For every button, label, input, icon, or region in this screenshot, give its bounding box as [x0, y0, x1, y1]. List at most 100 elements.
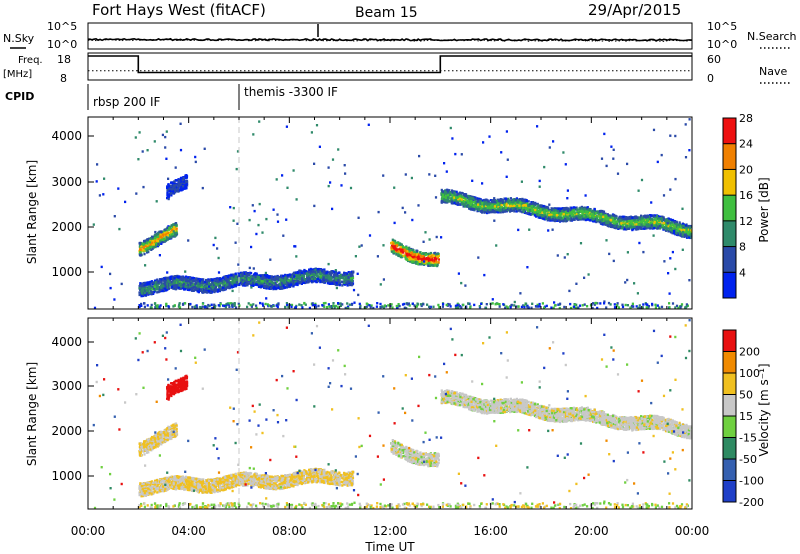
power-cell — [390, 247, 393, 251]
power-cell — [167, 228, 170, 231]
power-cell — [265, 275, 268, 278]
power-cell — [435, 261, 438, 264]
power-cell — [350, 277, 353, 280]
power-cell — [172, 287, 175, 290]
power-cell — [420, 255, 423, 258]
power-cell — [303, 281, 306, 284]
power-cell — [611, 220, 614, 224]
power-cell — [406, 254, 409, 257]
power-cell — [140, 282, 143, 285]
power-cell — [433, 259, 436, 262]
power-cell — [505, 204, 508, 208]
power-cell — [328, 275, 331, 278]
power-cell — [626, 218, 629, 221]
power-cell — [416, 260, 419, 264]
power-cell — [435, 260, 438, 263]
power-cell — [405, 247, 408, 250]
power-cell — [173, 277, 176, 280]
power-cell — [391, 250, 394, 253]
power-cell — [245, 279, 248, 282]
power-cell — [259, 285, 262, 288]
power-cell — [279, 284, 282, 288]
power-cell — [295, 282, 298, 285]
power-cell — [434, 251, 437, 255]
power-cell — [337, 277, 340, 281]
beam-label: Beam 15 — [355, 5, 418, 21]
power-cell — [318, 271, 321, 274]
power-cell — [273, 286, 276, 289]
power-cell — [151, 282, 154, 286]
power-cell — [311, 269, 314, 273]
power-cell — [183, 281, 186, 284]
power-cell — [207, 281, 210, 285]
power-cell — [289, 276, 292, 279]
power-cell — [217, 280, 220, 283]
power-cell — [295, 275, 298, 278]
power-cell — [241, 283, 244, 286]
power-cell — [224, 278, 227, 282]
power-cell — [330, 271, 333, 275]
power-cell — [149, 286, 152, 289]
power-cell — [431, 253, 434, 257]
power-cell — [684, 233, 687, 236]
power-cell — [569, 217, 573, 220]
power-cell — [302, 270, 305, 273]
power-cell — [184, 184, 187, 187]
power-cell — [151, 237, 154, 240]
power-cell — [184, 175, 187, 178]
power-cell — [140, 244, 143, 248]
power-cell — [282, 274, 285, 278]
power-cell — [656, 224, 659, 227]
power-cell — [191, 285, 195, 288]
power-cell — [256, 281, 259, 284]
power-cell — [563, 210, 566, 213]
power-cell — [432, 264, 435, 267]
power-cell — [319, 276, 322, 280]
power-cell — [392, 242, 395, 246]
power-cell — [167, 278, 170, 281]
power-cell — [437, 254, 440, 258]
power-cell — [400, 243, 403, 246]
power-cell — [179, 278, 182, 281]
power-cell — [339, 282, 342, 285]
power-cell — [264, 286, 267, 289]
power-cell — [173, 275, 176, 278]
power-cell — [525, 202, 529, 205]
power-cell — [404, 249, 407, 252]
power-cell — [464, 198, 467, 201]
power-cell — [157, 242, 160, 246]
power-cell — [531, 209, 534, 212]
power-cell — [264, 277, 267, 280]
power-cell — [347, 271, 350, 274]
power-cell — [140, 253, 143, 256]
power-cell — [153, 240, 157, 243]
power-cell — [675, 227, 678, 231]
power-cell — [547, 210, 550, 213]
power-cell — [209, 285, 212, 288]
power-cell — [496, 205, 500, 208]
power-cell — [176, 284, 179, 287]
power-cell — [176, 275, 179, 279]
power-cell — [410, 256, 413, 259]
power-cell — [320, 274, 323, 278]
power-cell — [155, 287, 158, 290]
power-cell — [312, 278, 315, 281]
power-cell — [327, 274, 330, 277]
power-cell — [198, 280, 202, 283]
power-cell — [184, 288, 187, 291]
power-cell — [288, 284, 291, 287]
power-cell — [249, 277, 252, 280]
power-cell — [393, 241, 396, 244]
power-cell — [221, 286, 225, 290]
power-cell — [402, 254, 405, 257]
power-cell — [350, 274, 353, 277]
power-cell — [432, 262, 435, 265]
power-cell — [509, 206, 512, 210]
power-cell — [638, 221, 641, 224]
power-cell — [428, 258, 431, 262]
power-cell — [184, 285, 187, 288]
power-cell — [255, 283, 258, 286]
power-cell — [522, 202, 526, 205]
power-cell — [294, 273, 297, 276]
power-cell — [310, 279, 314, 282]
